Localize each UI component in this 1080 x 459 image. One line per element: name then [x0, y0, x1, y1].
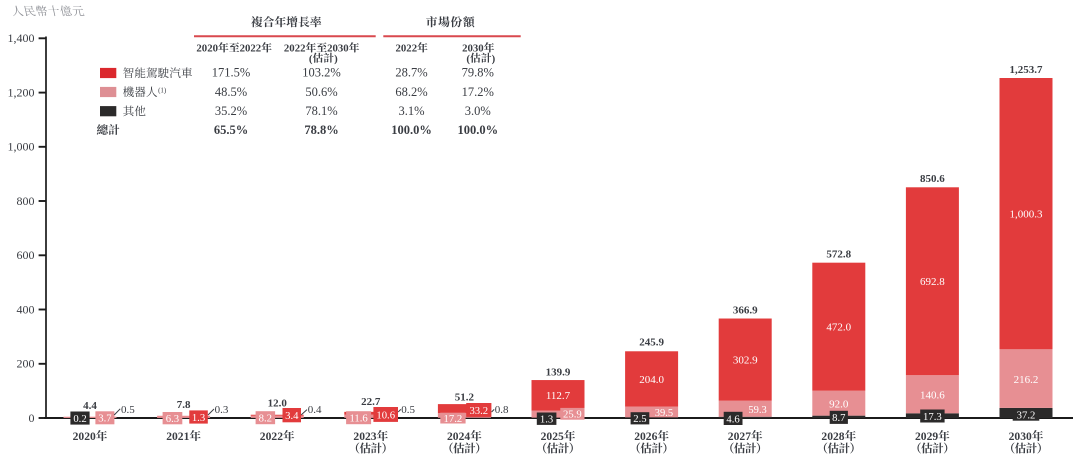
svg-text:39.5: 39.5	[655, 408, 673, 419]
svg-text:2021: 2021	[166, 430, 189, 443]
svg-text:7.8: 7.8	[177, 399, 191, 411]
svg-text:245.9: 245.9	[639, 336, 664, 348]
svg-text:2022: 2022	[260, 430, 283, 443]
svg-text:92.0: 92.0	[829, 399, 849, 411]
svg-text:2027: 2027	[728, 430, 751, 443]
svg-text:3.0%: 3.0%	[465, 104, 491, 118]
svg-text:17.2%: 17.2%	[462, 85, 494, 99]
svg-text:(1): (1)	[158, 87, 167, 95]
svg-text:2030: 2030	[462, 43, 484, 55]
svg-text:1.3: 1.3	[540, 414, 553, 426]
svg-text:1,000: 1,000	[8, 140, 35, 154]
svg-text:2024: 2024	[447, 430, 470, 443]
svg-text:2022: 2022	[396, 43, 418, 55]
svg-text:59.3: 59.3	[748, 405, 766, 416]
svg-text:0.2: 0.2	[73, 413, 86, 425]
svg-text:68.2%: 68.2%	[395, 85, 427, 99]
svg-text:65.5%: 65.5%	[214, 123, 248, 137]
svg-text:0.3: 0.3	[215, 404, 229, 416]
svg-text:200: 200	[17, 357, 35, 371]
svg-text:51.2: 51.2	[455, 392, 475, 404]
svg-text:216.2: 216.2	[1014, 374, 1039, 386]
svg-text:17.3: 17.3	[923, 411, 942, 423]
svg-text:171.5%: 171.5%	[212, 66, 251, 80]
svg-text:139.9: 139.9	[546, 367, 571, 379]
svg-text:204.0: 204.0	[639, 374, 664, 386]
svg-text:11.6: 11.6	[349, 413, 368, 425]
svg-text:78.1%: 78.1%	[305, 104, 337, 118]
svg-text:140.6: 140.6	[920, 390, 945, 402]
svg-text:28.7%: 28.7%	[395, 66, 427, 80]
svg-text:2025: 2025	[541, 430, 564, 443]
svg-text:): )	[492, 53, 496, 65]
svg-text:6.3: 6.3	[166, 413, 179, 425]
svg-text:2029: 2029	[915, 430, 938, 443]
svg-text:572.8: 572.8	[826, 249, 851, 261]
svg-text:2028: 2028	[821, 430, 844, 443]
svg-text:1,000.3: 1,000.3	[1010, 209, 1044, 221]
svg-text:103.2%: 103.2%	[302, 66, 341, 80]
svg-text:112.7: 112.7	[546, 390, 571, 402]
svg-text:8.7: 8.7	[832, 412, 846, 424]
svg-text:2022: 2022	[284, 43, 306, 55]
svg-text:4.6: 4.6	[726, 413, 740, 425]
svg-text:850.6: 850.6	[920, 173, 945, 185]
svg-text:79.8%: 79.8%	[462, 66, 494, 80]
svg-text:2020: 2020	[73, 430, 96, 443]
svg-text:0.4: 0.4	[308, 404, 322, 416]
svg-text:100.0%: 100.0%	[391, 123, 432, 137]
svg-text:35.2%: 35.2%	[215, 104, 247, 118]
svg-text:2030: 2030	[1009, 430, 1032, 443]
svg-text:78.8%: 78.8%	[304, 123, 338, 137]
svg-text:366.9: 366.9	[733, 304, 758, 316]
svg-text:3.1%: 3.1%	[398, 104, 424, 118]
svg-text:12.0: 12.0	[268, 398, 288, 410]
svg-text:2022: 2022	[240, 43, 262, 55]
svg-text:33.2: 33.2	[469, 405, 488, 417]
svg-text:800: 800	[17, 194, 35, 208]
svg-text:302.9: 302.9	[733, 355, 758, 367]
svg-text:692.8: 692.8	[920, 276, 945, 288]
svg-text:0.5: 0.5	[401, 404, 415, 416]
svg-text:2023: 2023	[353, 430, 376, 443]
svg-text:10.6: 10.6	[376, 409, 395, 421]
svg-text:37.2: 37.2	[1017, 409, 1036, 421]
svg-text:2020: 2020	[196, 43, 218, 55]
svg-text:22.7: 22.7	[361, 396, 381, 408]
svg-text:2030: 2030	[327, 43, 349, 55]
svg-text:): )	[334, 53, 338, 65]
svg-text:472.0: 472.0	[826, 322, 851, 334]
svg-text:1,200: 1,200	[8, 85, 35, 99]
svg-text:1.3: 1.3	[192, 412, 205, 424]
svg-text:1,400: 1,400	[8, 31, 35, 45]
svg-text:2.5: 2.5	[633, 413, 646, 425]
svg-text:100.0%: 100.0%	[457, 123, 498, 137]
svg-text:(: (	[466, 53, 470, 65]
svg-text:3.4: 3.4	[285, 410, 299, 422]
svg-text:0.5: 0.5	[121, 404, 135, 416]
svg-text:2026: 2026	[634, 430, 657, 443]
svg-text:17.2: 17.2	[444, 413, 463, 425]
svg-text:0.8: 0.8	[495, 404, 509, 416]
svg-text:600: 600	[17, 248, 35, 262]
svg-text:3.7: 3.7	[98, 413, 112, 425]
svg-text:(: (	[309, 53, 313, 65]
svg-text:50.6%: 50.6%	[305, 85, 337, 99]
svg-text:25.9: 25.9	[563, 409, 582, 421]
svg-text:400: 400	[17, 302, 35, 316]
svg-text:8.2: 8.2	[259, 413, 272, 425]
svg-text:0: 0	[29, 411, 35, 425]
svg-text:48.5%: 48.5%	[215, 85, 247, 99]
svg-text:1,253.7: 1,253.7	[1010, 64, 1044, 76]
svg-text:4.4: 4.4	[83, 400, 97, 412]
